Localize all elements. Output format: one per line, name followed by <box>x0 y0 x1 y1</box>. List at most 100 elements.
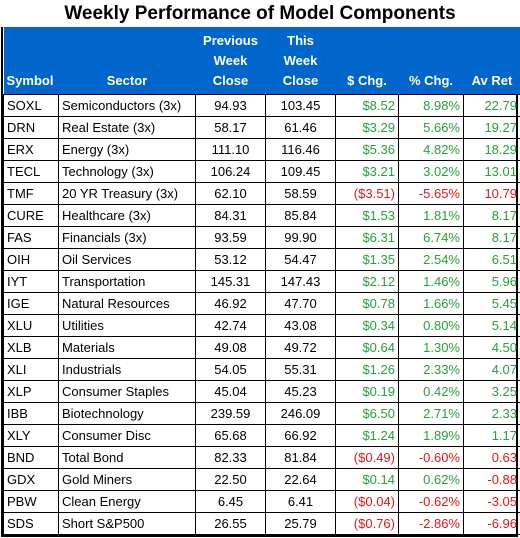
cell-dollar-change: ($0.49) <box>335 446 399 469</box>
cell-previous-close: 58.17 <box>195 116 266 139</box>
cell-dollar-change: $0.64 <box>335 336 399 359</box>
cell-dollar-change: $3.29 <box>335 116 399 139</box>
table-row: XLU Utilities 42.74 43.08 $0.34 0.80% 5.14 <box>3 314 520 337</box>
table-row: SOXL Semiconductors (3x) 94.93 103.45 $8.52 8… <box>3 94 520 117</box>
table-row: XLI Industrials 54.05 55.31 $1.26 2.33% 4.07 <box>3 358 520 381</box>
cell-this-close: 55.31 <box>265 358 336 381</box>
cell-dollar-change: $0.19 <box>335 380 399 403</box>
cell-this-close: 25.79 <box>265 512 336 535</box>
table-row: PBW Clean Energy 6.45 6.41 ($0.04) -0.62% -3.0… <box>3 490 520 513</box>
cell-average-return: 4.07 <box>463 358 520 381</box>
cell-average-return: 2.33 <box>463 402 520 425</box>
cell-sector: Utilities <box>58 314 196 337</box>
table-row: XLY Consumer Disc 65.68 66.92 $1.24 1.89% 1.17 <box>3 424 520 447</box>
header-average-return: Av Ret <box>463 27 520 95</box>
cell-symbol: GDX <box>3 468 59 491</box>
cell-symbol: BND <box>3 446 59 469</box>
cell-this-close: 58.59 <box>265 182 336 205</box>
cell-percent-change: 0.42% <box>398 380 464 403</box>
table-row: BND Total Bond 82.33 81.84 ($0.49) -0.60% 0.63 <box>3 446 520 469</box>
cell-dollar-change: $1.53 <box>335 204 399 227</box>
table-row: SDS Short S&P500 26.55 25.79 ($0.76) -2.86% -6… <box>3 512 520 535</box>
cell-sector: Healthcare (3x) <box>58 204 196 227</box>
cell-this-close: 22.64 <box>265 468 336 491</box>
cell-percent-change: -0.62% <box>398 490 464 513</box>
cell-dollar-change: ($0.76) <box>335 512 399 535</box>
cell-percent-change: 1.89% <box>398 424 464 447</box>
cell-previous-close: 22.50 <box>195 468 266 491</box>
table-row: IBB Biotechnology 239.59 246.09 $6.50 2.71% 2.… <box>3 402 520 425</box>
cell-this-close: 116.46 <box>265 138 336 161</box>
table-row: FAS Financials (3x) 93.59 99.90 $6.31 6.74% 8.… <box>3 226 520 249</box>
performance-table: Symbol Sector Previous Week Close This W… <box>3 27 520 535</box>
cell-symbol: XLY <box>3 424 59 447</box>
cell-sector: Financials (3x) <box>58 226 196 249</box>
cell-symbol: IBB <box>3 402 59 425</box>
table-row: GDX Gold Miners 22.50 22.64 $0.14 0.62% -0.88 <box>3 468 520 491</box>
cell-this-close: 47.70 <box>265 292 336 315</box>
cell-this-close: 81.84 <box>265 446 336 469</box>
cell-symbol: SOXL <box>3 94 59 117</box>
cell-previous-close: 145.31 <box>195 270 266 293</box>
cell-symbol: XLB <box>3 336 59 359</box>
cell-this-close: 6.41 <box>265 490 336 513</box>
table-header: Symbol Sector Previous Week Close This W… <box>3 27 520 95</box>
table-row: DRN Real Estate (3x) 58.17 61.46 $3.29 5.66% 1… <box>3 116 520 139</box>
cell-symbol: FAS <box>3 226 59 249</box>
cell-average-return: 4.50 <box>463 336 520 359</box>
cell-average-return: 13.01 <box>463 160 520 183</box>
cell-dollar-change: ($0.04) <box>335 490 399 513</box>
cell-sector: Materials <box>58 336 196 359</box>
cell-symbol: PBW <box>3 490 59 513</box>
cell-sector: Total Bond <box>58 446 196 469</box>
cell-average-return: -0.88 <box>463 468 520 491</box>
cell-previous-close: 6.45 <box>195 490 266 513</box>
cell-percent-change: 2.33% <box>398 358 464 381</box>
table-row: OIH Oil Services 53.12 54.47 $1.35 2.54% 6.51 <box>3 248 520 271</box>
cell-previous-close: 53.12 <box>195 248 266 271</box>
cell-average-return: 5.14 <box>463 314 520 337</box>
table-row: IYT Transportation 145.31 147.43 $2.12 1.46% 5… <box>3 270 520 293</box>
cell-symbol: IYT <box>3 270 59 293</box>
cell-previous-close: 62.10 <box>195 182 266 205</box>
header-dollar-change: $ Chg. <box>335 27 399 95</box>
cell-dollar-change: $5.36 <box>335 138 399 161</box>
report-title: Weekly Performance of Model Components <box>0 0 520 27</box>
cell-previous-close: 65.68 <box>195 424 266 447</box>
cell-sector: Real Estate (3x) <box>58 116 196 139</box>
cell-dollar-change: $1.35 <box>335 248 399 271</box>
cell-average-return: -6.96 <box>463 512 520 535</box>
cell-dollar-change: $3.21 <box>335 160 399 183</box>
cell-symbol: TMF <box>3 182 59 205</box>
cell-this-close: 85.84 <box>265 204 336 227</box>
cell-this-close: 103.45 <box>265 94 336 117</box>
table-row: CURE Healthcare (3x) 84.31 85.84 $1.53 1.81% 8… <box>3 204 520 227</box>
cell-this-close: 99.90 <box>265 226 336 249</box>
cell-symbol: DRN <box>3 116 59 139</box>
cell-percent-change: 1.30% <box>398 336 464 359</box>
cell-percent-change: 2.71% <box>398 402 464 425</box>
cell-average-return: 6.51 <box>463 248 520 271</box>
table-row: ERX Energy (3x) 111.10 116.46 $5.36 4.82% 18.2… <box>3 138 520 161</box>
cell-previous-close: 49.08 <box>195 336 266 359</box>
cell-sector: Clean Energy <box>58 490 196 513</box>
cell-sector: Biotechnology <box>58 402 196 425</box>
cell-previous-close: 93.59 <box>195 226 266 249</box>
cell-dollar-change: $0.34 <box>335 314 399 337</box>
cell-average-return: 18.29 <box>463 138 520 161</box>
cell-dollar-change: $1.26 <box>335 358 399 381</box>
cell-percent-change: 4.82% <box>398 138 464 161</box>
table-body: SOXL Semiconductors (3x) 94.93 103.45 $8.52 8… <box>3 94 520 535</box>
table-row: TMF 20 YR Treasury (3x) 62.10 58.59 ($3.51) -… <box>3 182 520 205</box>
cell-percent-change: 0.62% <box>398 468 464 491</box>
cell-sector: 20 YR Treasury (3x) <box>58 182 196 205</box>
cell-average-return: 5.96 <box>463 270 520 293</box>
cell-previous-close: 84.31 <box>195 204 266 227</box>
header-symbol: Symbol <box>3 27 59 95</box>
cell-this-close: 66.92 <box>265 424 336 447</box>
cell-sector: Semiconductors (3x) <box>58 94 196 117</box>
cell-percent-change: 1.66% <box>398 292 464 315</box>
cell-previous-close: 106.24 <box>195 160 266 183</box>
cell-previous-close: 239.59 <box>195 402 266 425</box>
cell-dollar-change: $6.31 <box>335 226 399 249</box>
